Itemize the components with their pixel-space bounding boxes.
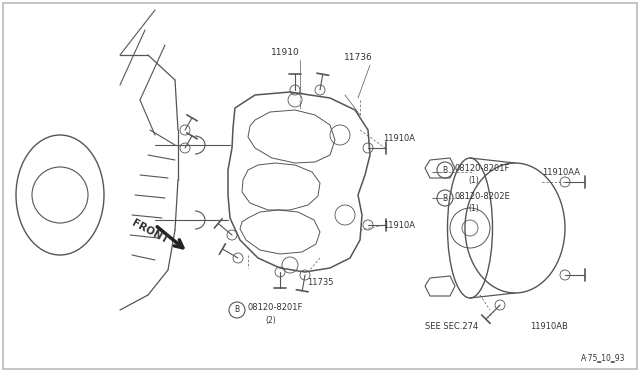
Text: 08120-8201F: 08120-8201F [247,304,302,312]
Text: 11910A: 11910A [383,134,415,142]
Text: (1): (1) [468,176,479,185]
Text: 11735: 11735 [307,278,333,287]
Text: 11910AB: 11910AB [530,322,568,331]
Text: B: B [442,193,447,202]
Text: 08120-8201F: 08120-8201F [455,164,510,173]
Text: FRONT: FRONT [130,218,170,246]
Text: 08120-8202E: 08120-8202E [455,192,511,201]
Text: 11910A: 11910A [383,221,415,230]
Text: A·75‗10‗93: A·75‗10‗93 [580,353,625,362]
Text: 11910: 11910 [271,48,300,57]
Text: (1): (1) [468,203,479,212]
Text: SEE SEC.274: SEE SEC.274 [426,322,479,331]
Text: 11736: 11736 [344,53,372,62]
Text: (2): (2) [265,315,276,324]
Text: B: B [442,166,447,174]
Text: 11910AA: 11910AA [542,167,580,176]
Text: B: B [234,305,239,314]
